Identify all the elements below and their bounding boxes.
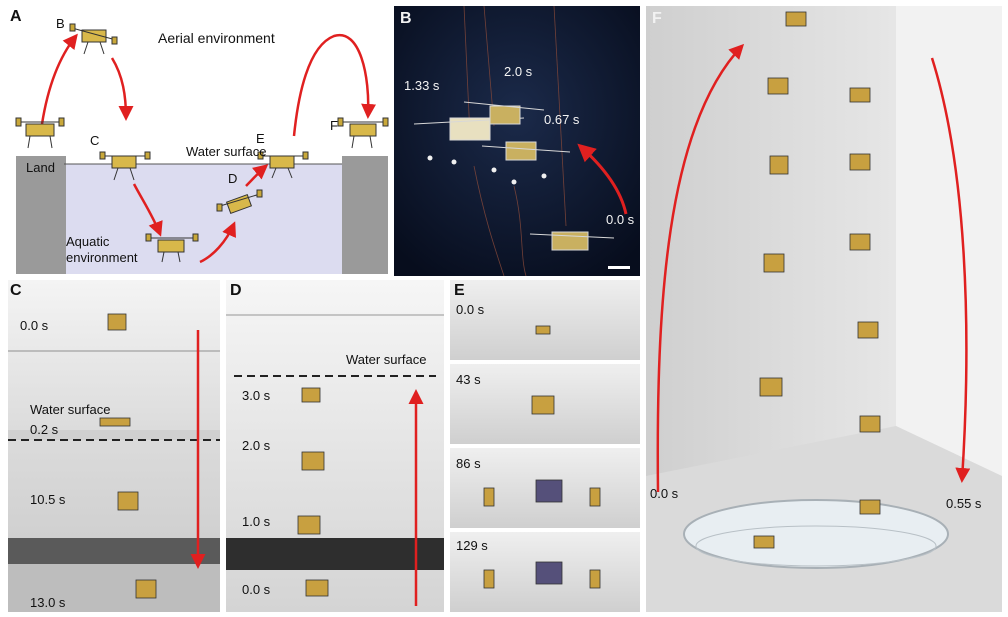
panel-d-time-3: 1.0 s — [242, 514, 271, 529]
arrow-b-to-c — [110, 57, 134, 121]
panel-b-time-4: 0.0 s — [606, 212, 635, 227]
panel-b-photo: B 1.33 s 2.0 s 0.67 s 0.0 s — [394, 6, 640, 276]
panel-b-ascent-arrow — [577, 143, 628, 215]
robot-f — [337, 117, 389, 149]
robot-e — [257, 151, 309, 179]
panel-b-image — [394, 6, 640, 276]
panel-e-image — [450, 280, 640, 612]
panel-b-label: B — [400, 10, 412, 27]
robot-c — [99, 151, 151, 181]
panel-a-schematic: A Aerial environment B C D E F Land Wate… — [8, 6, 392, 276]
land-right — [342, 156, 388, 274]
robot-d — [216, 189, 263, 215]
panel-e-time-4: 129 s — [456, 538, 488, 553]
scale-bar — [608, 266, 630, 269]
panel-d-photo: D Water surface 3.0 s 2.0 s 1.0 s 0.0 s — [226, 280, 444, 612]
point-b-label: B — [56, 16, 65, 31]
panel-a-label: A — [10, 8, 22, 25]
panel-d-image — [226, 280, 444, 612]
panel-f-time-start: 0.0 s — [650, 486, 679, 501]
panel-d-water-surface: Water surface — [346, 352, 427, 367]
water-surface-label: Water surface — [186, 144, 267, 159]
panel-b-time-3: 0.67 s — [544, 112, 580, 127]
panel-c-time-1: 0.0 s — [20, 318, 49, 333]
panel-f-ascent-arrow — [656, 43, 745, 493]
aquatic-label-line2: environment — [66, 250, 138, 265]
aquatic-label-line1: Aquatic — [66, 234, 110, 249]
panel-f-descent-arrow — [930, 57, 971, 483]
panel-e-time-2: 43 s — [456, 372, 481, 387]
arrow-d-to-e — [245, 164, 269, 187]
robot-land — [15, 117, 65, 149]
panel-d-time-4: 0.0 s — [242, 582, 271, 597]
panel-e-time-1: 0.0 s — [456, 302, 485, 317]
panel-c-photo: C 0.0 s Water surface 0.2 s 10.5 s 13.0 … — [8, 280, 220, 612]
point-f-label: F — [330, 118, 338, 133]
point-d-label: D — [228, 171, 238, 186]
panel-c-time-2: 0.2 s — [30, 422, 59, 437]
robot-20s — [489, 105, 521, 125]
panel-e-label: E — [454, 282, 465, 299]
arrow-e-to-f — [292, 33, 377, 137]
panel-f-label: F — [652, 10, 662, 27]
robot-aquatic — [145, 233, 199, 263]
robot-00s — [551, 231, 589, 251]
panel-f-image — [646, 6, 1002, 612]
arrow-aquatic-to-d — [199, 221, 236, 264]
land-label: Land — [26, 160, 55, 175]
panel-e-photo: E 0.0 s 43 s 86 s 129 s — [450, 280, 640, 612]
panel-c-water-surface: Water surface — [30, 402, 111, 417]
arrow-land-to-b — [40, 33, 78, 125]
water-pool — [64, 164, 342, 274]
robot-067s — [505, 141, 537, 161]
point-e-label: E — [256, 131, 265, 146]
panel-f-photo: F 0.0 s 0.55 s — [646, 6, 1002, 612]
petri-dish — [683, 499, 949, 569]
panel-b-time-2: 2.0 s — [504, 64, 533, 79]
robot-b — [69, 23, 118, 55]
panel-d-time-1: 3.0 s — [242, 388, 271, 403]
robot-133s — [449, 117, 491, 141]
panel-d-time-2: 2.0 s — [242, 438, 271, 453]
point-c-label: C — [90, 133, 100, 148]
panel-c-label: C — [10, 282, 22, 299]
aerial-environment-label: Aerial environment — [158, 30, 275, 46]
panel-e-time-3: 86 s — [456, 456, 481, 471]
panel-c-time-3: 10.5 s — [30, 492, 66, 507]
land-left — [16, 156, 66, 274]
arrow-c-to-aquatic — [132, 183, 163, 237]
panel-c-image — [8, 280, 220, 612]
panel-f-time-end: 0.55 s — [946, 496, 982, 511]
panel-d-label: D — [230, 282, 242, 299]
panel-a-illustration — [15, 23, 389, 274]
panel-b-time-1: 1.33 s — [404, 78, 440, 93]
panel-c-time-4: 13.0 s — [30, 595, 66, 610]
